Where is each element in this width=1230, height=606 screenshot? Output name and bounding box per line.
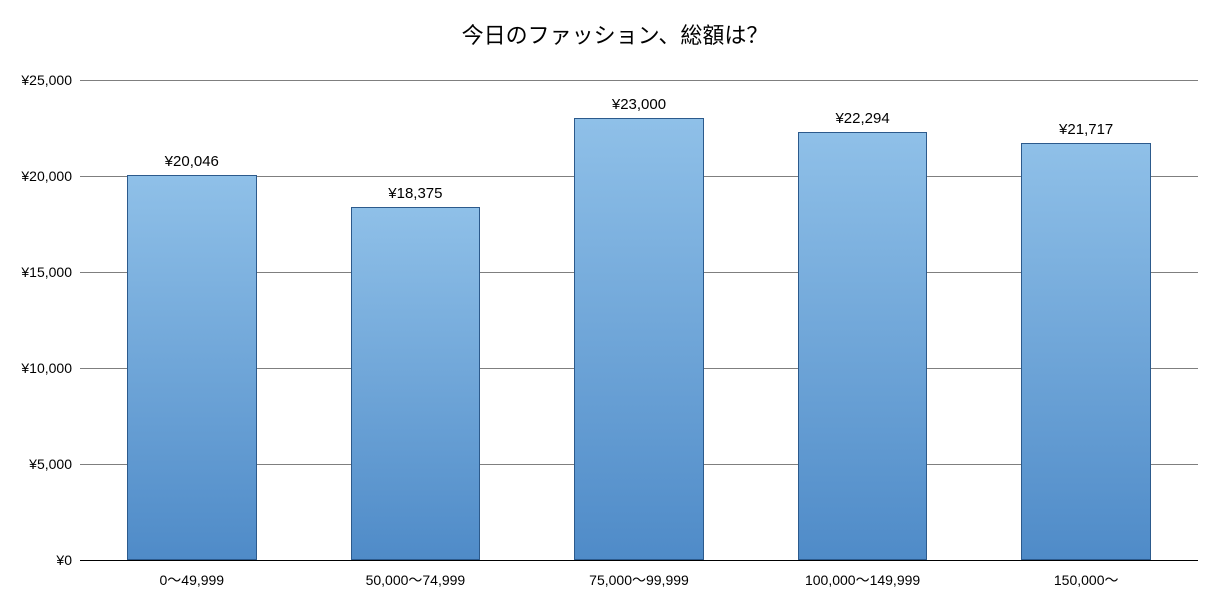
bar: ¥20,046 <box>127 175 257 560</box>
bar-value-label: ¥22,294 <box>835 110 889 127</box>
bar: ¥23,000 <box>574 118 704 560</box>
bar-chart: 今日のファッション、総額は？ ¥0¥5,000¥10,000¥15,000¥20… <box>0 0 1230 606</box>
x-tick-label: 100,000〜149,999 <box>805 570 920 590</box>
bar: ¥18,375 <box>351 207 481 560</box>
bar-value-label: ¥20,046 <box>165 153 219 170</box>
chart-title: 今日のファッション、総額は？ <box>0 0 1230 50</box>
bar-slot: ¥21,717150,000〜 <box>974 80 1198 560</box>
bar-slot: ¥18,37550,000〜74,999 <box>304 80 528 560</box>
x-axis-baseline <box>80 560 1198 561</box>
bar-value-label: ¥18,375 <box>388 185 442 202</box>
bar-value-label: ¥23,000 <box>612 96 666 113</box>
x-tick-label: 75,000〜99,999 <box>589 570 689 590</box>
bar-value-label: ¥21,717 <box>1059 121 1113 138</box>
x-tick-label: 0〜49,999 <box>159 570 224 590</box>
plot-area: ¥0¥5,000¥10,000¥15,000¥20,000¥25,000¥20,… <box>80 80 1198 560</box>
y-tick-label: ¥0 <box>56 552 72 568</box>
bar: ¥22,294 <box>798 132 928 560</box>
y-tick-label: ¥15,000 <box>21 264 72 280</box>
bars-container: ¥20,0460〜49,999¥18,37550,000〜74,999¥23,0… <box>80 80 1198 560</box>
y-tick-label: ¥20,000 <box>21 168 72 184</box>
bar-slot: ¥23,00075,000〜99,999 <box>527 80 751 560</box>
x-tick-label: 150,000〜 <box>1054 570 1119 590</box>
y-tick-label: ¥25,000 <box>21 72 72 88</box>
bar-slot: ¥20,0460〜49,999 <box>80 80 304 560</box>
y-tick-label: ¥5,000 <box>29 456 72 472</box>
y-tick-label: ¥10,000 <box>21 360 72 376</box>
bar-slot: ¥22,294100,000〜149,999 <box>751 80 975 560</box>
bar: ¥21,717 <box>1021 143 1151 560</box>
x-tick-label: 50,000〜74,999 <box>366 570 466 590</box>
